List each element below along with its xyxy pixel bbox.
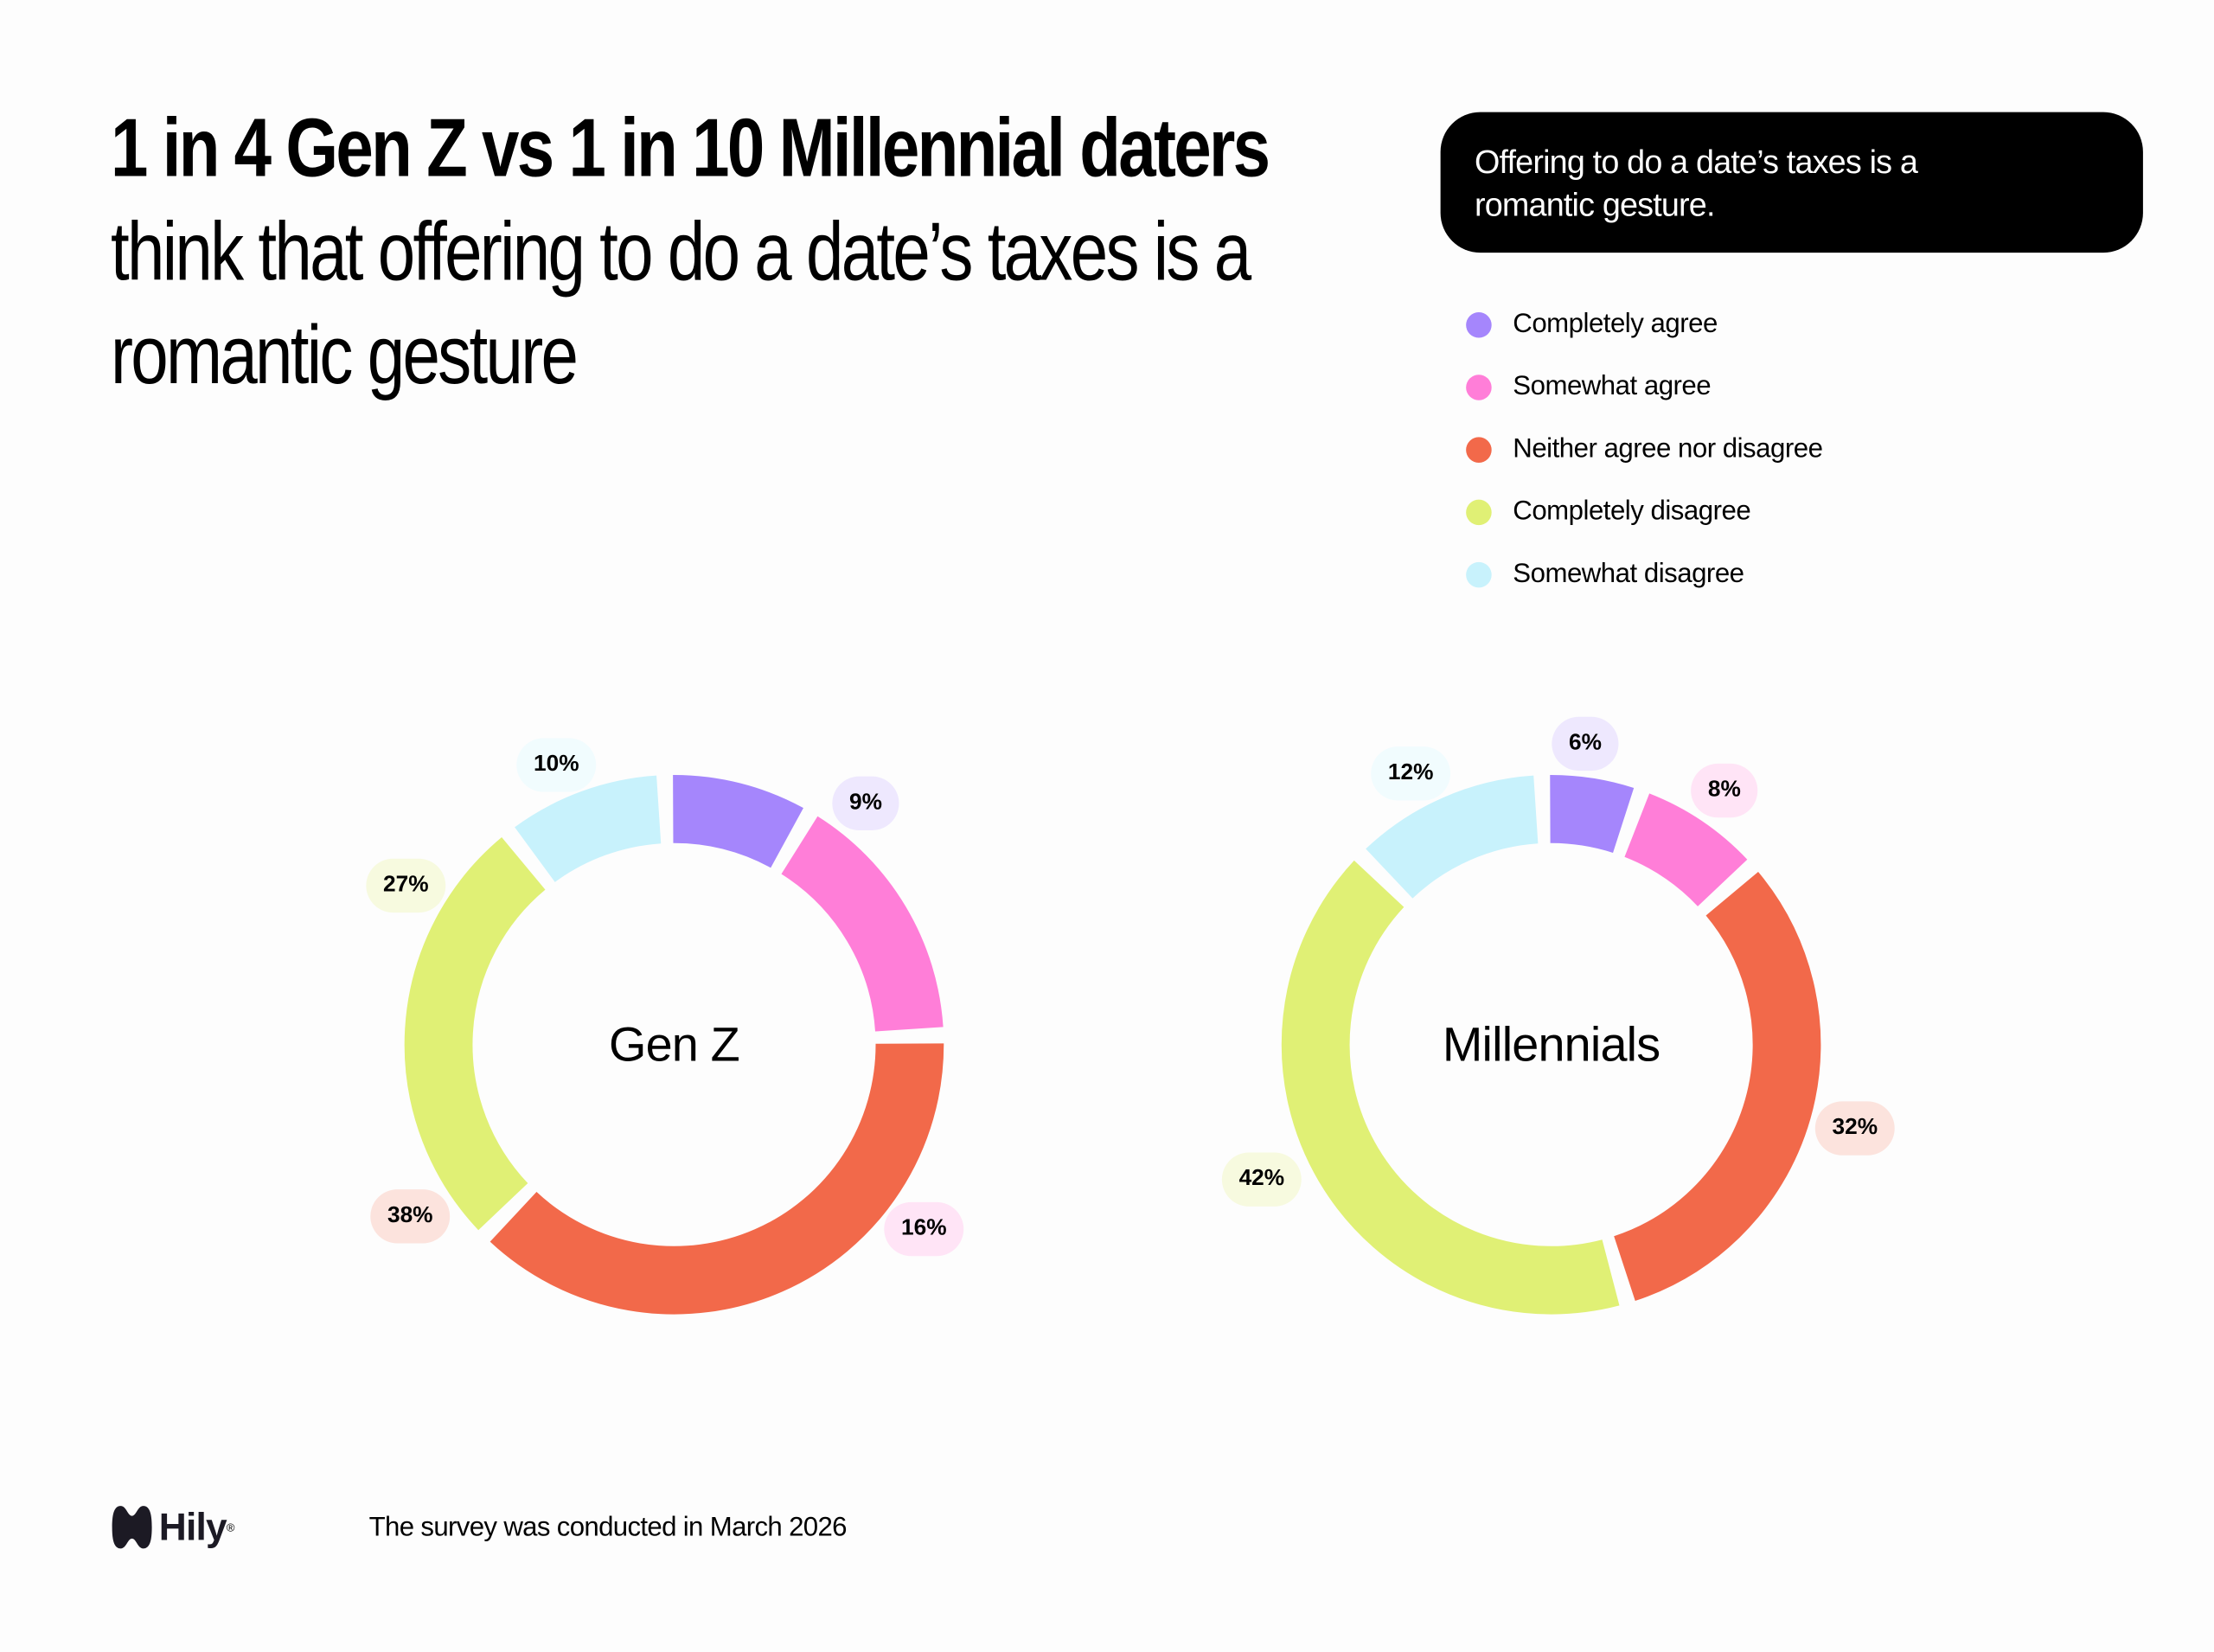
legend-dot xyxy=(1466,375,1492,400)
registered-mark: ® xyxy=(226,1521,235,1534)
hily-logo: Hily ® xyxy=(111,1504,234,1550)
legend-item-somewhat-disagree: Somewhat disagree xyxy=(1466,544,1822,606)
genz-center-label: Gen Z xyxy=(609,1018,740,1073)
legend-item-somewhat-agree: Somewhat agree xyxy=(1466,356,1822,419)
question-text: Offering to do a date’s taxes is a roman… xyxy=(1474,143,1918,223)
legend-label: Somewhat disagree xyxy=(1513,559,1744,590)
millennials-label-completely-disagree: 42% xyxy=(1221,1152,1302,1207)
legend-item-completely-agree: Completely agree xyxy=(1466,294,1822,356)
legend-label: Neither agree nor disagree xyxy=(1513,434,1823,464)
legend-item-completely-disagree: Completely disagree xyxy=(1466,481,1822,543)
legend-label: Completely agree xyxy=(1513,309,1718,340)
millennials-center-label: Millennials xyxy=(1442,1018,1660,1073)
headline-regular: think that offering to do a date’s taxes… xyxy=(110,205,1251,402)
legend-item-neither: Neither agree nor disagree xyxy=(1466,419,1823,481)
headline: 1 in 4 Gen Z vs 1 in 10 Millennial dater… xyxy=(111,97,1362,407)
genz-segment-somewhat-disagree xyxy=(515,775,662,883)
millennials-segment-somewhat-agree xyxy=(1623,793,1748,907)
question-box: Offering to do a date’s taxes is a roman… xyxy=(1440,112,2143,253)
legend: Completely agree Somewhat agree Neither … xyxy=(1466,294,1823,606)
genz-label-completely-agree: 9% xyxy=(832,776,899,830)
millennials-segment-completely-agree xyxy=(1549,774,1635,854)
genz-label-neither: 38% xyxy=(370,1189,451,1244)
hily-wordmark: Hily xyxy=(158,1505,227,1548)
legend-dot xyxy=(1466,437,1492,463)
legend-label: Completely disagree xyxy=(1513,496,1751,527)
millennials-label-neither: 32% xyxy=(1814,1101,1895,1156)
genz-label-somewhat-agree: 16% xyxy=(884,1201,964,1257)
genz-segment-completely-agree xyxy=(672,774,803,868)
legend-dot xyxy=(1466,312,1492,338)
legend-dot xyxy=(1466,499,1492,526)
hily-logo-icon xyxy=(112,1506,152,1549)
genz-label-somewhat-disagree: 10% xyxy=(516,738,597,792)
millennials-label-somewhat-agree: 8% xyxy=(1691,763,1758,818)
legend-dot xyxy=(1466,561,1492,588)
genz-segment-somewhat-agree xyxy=(780,816,944,1033)
headline-bold: 1 in 4 Gen Z vs 1 in 10 Millennial dater… xyxy=(110,102,1270,195)
millennials-label-somewhat-disagree: 12% xyxy=(1371,746,1451,801)
legend-label: Somewhat agree xyxy=(1513,371,1712,402)
survey-note: The survey was conducted in March 2026 xyxy=(368,1513,848,1543)
millennials-segment-completely-disagree xyxy=(1281,860,1620,1315)
genz-segment-neither xyxy=(490,1043,944,1315)
millennials-segment-neither xyxy=(1613,872,1821,1302)
genz-label-completely-disagree: 27% xyxy=(366,858,446,913)
millennials-segment-somewhat-disagree xyxy=(1366,775,1539,900)
millennials-label-completely-agree: 6% xyxy=(1552,716,1619,772)
genz-segment-completely-disagree xyxy=(404,837,546,1231)
